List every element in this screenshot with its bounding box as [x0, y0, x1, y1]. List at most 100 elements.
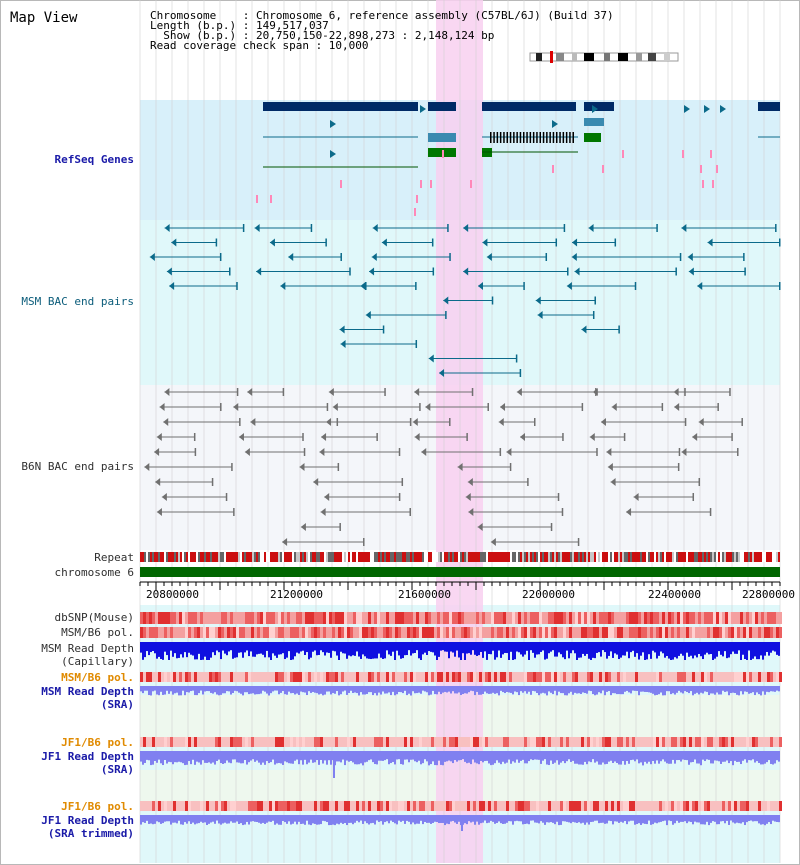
polymorphism-cell [563, 612, 566, 624]
track-label-msm-b6-pol-2[interactable]: MSM/B6 pol. [61, 671, 134, 684]
polymorphism-cell [383, 737, 386, 747]
read-depth-bar [184, 642, 186, 653]
read-depth-bar [208, 815, 210, 824]
b6n-bac-pairs[interactable] [144, 388, 743, 546]
track-label-msm-depth-capillary[interactable]: MSM Read Depth [41, 642, 134, 655]
read-depth-bar [536, 686, 538, 693]
read-depth-bar [646, 642, 648, 660]
chromosome-ideogram[interactable] [529, 51, 679, 63]
track-label-msm-b6-pol[interactable]: MSM/B6 pol. [61, 626, 134, 639]
repeat-element [218, 552, 220, 562]
track-label-jf1-b6-pol-2[interactable]: JF1/B6 pol. [61, 800, 134, 813]
track-label-chromosome[interactable]: chromosome 6 [54, 566, 134, 579]
polymorphism-heat-tracks[interactable] [140, 612, 782, 811]
track-label-jf1-depth-trimmed[interactable]: JF1 Read Depth [41, 814, 134, 827]
read-depth-bar [324, 686, 326, 695]
polymorphism-cell [500, 612, 503, 624]
read-depth-bar [568, 686, 570, 694]
track-label-refseq[interactable]: RefSeq Genes [54, 153, 134, 166]
read-depth-bar [310, 815, 312, 826]
polymorphism-cell [596, 612, 599, 624]
read-depth-bar [690, 642, 692, 656]
polymorphism-cell [599, 737, 602, 747]
read-depth-bar [634, 815, 636, 825]
repeat-element [572, 552, 574, 562]
b6n-bac-end [233, 508, 235, 516]
polymorphism-cell [719, 612, 722, 624]
read-depth-bar [474, 815, 476, 825]
read-depth-bar [368, 751, 370, 761]
read-depth-bar [332, 686, 334, 694]
read-depth-bar [176, 686, 178, 693]
track-label-dbsnp[interactable]: dbSNP(Mouse) [54, 611, 134, 624]
read-depth-bar [316, 815, 318, 825]
track-label-jf1-b6-pol[interactable]: JF1/B6 pol. [61, 736, 134, 749]
read-depth-bar [264, 751, 266, 765]
polymorphism-cell [605, 737, 608, 747]
track-label-msm-depth-sra[interactable]: MSM Read Depth [41, 685, 134, 698]
repeat-element [614, 552, 616, 562]
polymorphism-cell [239, 801, 242, 811]
read-depth-bar [458, 686, 460, 693]
polymorphism-cell [362, 801, 365, 811]
read-depth-bar [666, 751, 668, 764]
read-depth-bar [716, 751, 718, 761]
read-depth-bar [534, 815, 536, 823]
read-depth-bar [296, 815, 298, 825]
read-depth-bar [316, 751, 318, 761]
polymorphism-cell [611, 672, 614, 682]
polymorphism-cell [464, 672, 467, 682]
read-depth-bar [644, 686, 646, 692]
polymorphism-cell [653, 801, 656, 811]
polymorphism-cell [698, 612, 701, 624]
msm-bac-pairs[interactable] [149, 224, 781, 377]
repeat-element [724, 552, 726, 562]
polymorphism-cell [587, 612, 590, 624]
ideogram-band [536, 53, 542, 61]
read-depth-bar [330, 686, 332, 695]
polymorphism-cell [599, 612, 602, 624]
chromosome-bar[interactable] [140, 567, 780, 577]
repeat-element [670, 552, 672, 562]
polymorphism-cell [584, 672, 587, 682]
polymorphism-cell [452, 627, 455, 638]
read-depth-bar [346, 751, 348, 761]
read-depth-bar [520, 751, 522, 761]
read-depth-bar [756, 686, 758, 693]
polymorphism-cell [245, 672, 248, 682]
refseq-gene-features[interactable] [256, 102, 780, 216]
track-label-repeat[interactable]: Repeat [94, 551, 134, 564]
polymorphism-cell [686, 801, 689, 811]
read-depth-tracks[interactable] [140, 642, 780, 831]
read-depth-bar [208, 751, 210, 763]
read-depth-bar [314, 751, 316, 763]
read-depth-bar [514, 751, 516, 763]
read-depth-bar [716, 815, 718, 825]
track-label-msm-bac[interactable]: MSM BAC end pairs [21, 295, 134, 308]
read-depth-bar [696, 751, 698, 764]
track-label-jf1-depth-sra[interactable]: JF1 Read Depth [41, 750, 134, 763]
read-depth-bar [256, 642, 258, 655]
polymorphism-cell [398, 612, 401, 624]
polymorphism-cell [653, 672, 656, 682]
read-depth-bar [180, 751, 182, 763]
polymorphism-cell [722, 801, 725, 811]
track-label-b6n-bac[interactable]: B6N BAC end pairs [21, 460, 134, 473]
read-depth-bar [768, 642, 770, 656]
repeat-track[interactable] [140, 552, 780, 562]
read-depth-bar [210, 815, 212, 823]
polymorphism-cell [770, 612, 773, 624]
read-depth-bar [226, 815, 228, 824]
read-depth-bar [536, 815, 538, 823]
read-depth-bar [344, 751, 346, 766]
b6n-bac-end [211, 478, 214, 486]
b6n-bac-end [467, 478, 473, 486]
read-depth-bar [592, 686, 594, 695]
polymorphism-cell [146, 612, 149, 624]
read-depth-bar [352, 751, 354, 763]
read-depth-bar [188, 686, 190, 693]
polymorphism-cell [173, 801, 176, 811]
repeat-element [594, 552, 596, 562]
read-depth-bar [436, 642, 438, 660]
